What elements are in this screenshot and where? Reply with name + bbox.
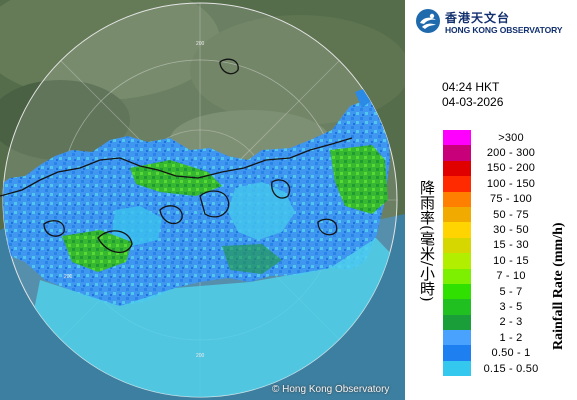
legend-swatch bbox=[443, 345, 471, 361]
logo-name-en: HONG KONG OBSERVATORY bbox=[445, 25, 563, 35]
legend-label: 150 - 200 bbox=[486, 162, 536, 175]
legend-row: 150 - 200 bbox=[443, 160, 551, 177]
legend-label: 100 - 150 bbox=[486, 177, 536, 190]
legend-label: 0.15 - 0.50 bbox=[483, 362, 539, 375]
legend-swatch bbox=[443, 330, 471, 346]
legend-swatch bbox=[443, 360, 471, 377]
legend-label: 75 - 100 bbox=[490, 193, 532, 206]
radar-map[interactable]: 200 200 200 bbox=[0, 0, 405, 400]
legend-label: 5 - 7 bbox=[499, 285, 523, 298]
hko-logo: 香港天文台 HONG KONG OBSERVATORY bbox=[415, 8, 575, 38]
legend-label: 30 - 50 bbox=[493, 224, 529, 237]
legend-row: >300 bbox=[443, 130, 551, 146]
legend-swatch bbox=[443, 314, 471, 331]
legend-row: 1 - 2 bbox=[443, 330, 551, 346]
legend-label: 0.50 - 1 bbox=[491, 347, 531, 360]
logo-name-zh: 香港天文台 bbox=[445, 11, 511, 25]
rainfall-legend: >300 200 - 300 150 - 200 100 - 150 75 - 100 5… bbox=[443, 130, 551, 377]
legend-swatch bbox=[443, 237, 471, 254]
legend-swatch bbox=[443, 222, 471, 238]
legend-row: 200 - 300 bbox=[443, 145, 551, 161]
light-rain bbox=[30, 238, 397, 397]
hko-emblem-icon bbox=[416, 9, 440, 33]
legend-title-en: Rainfall Rate (mm/h) bbox=[551, 222, 566, 350]
legend-swatch bbox=[443, 253, 471, 269]
legend-row: 10 - 15 bbox=[443, 253, 551, 269]
legend-label: 10 - 15 bbox=[493, 254, 529, 267]
range-label-west: 200 bbox=[64, 274, 73, 280]
legend-label: 7 - 10 bbox=[496, 270, 526, 283]
legend-label: 3 - 5 bbox=[499, 300, 523, 313]
rain-echoes bbox=[3, 88, 390, 306]
legend-label: 1 - 2 bbox=[499, 331, 523, 344]
legend-swatch bbox=[443, 145, 471, 161]
radar-date: 04-03-2026 bbox=[442, 95, 504, 109]
legend-swatch bbox=[443, 130, 471, 146]
legend-panel: 香港天文台 HONG KONG OBSERVATORY 04:24 HKT 04… bbox=[405, 0, 577, 400]
legend-swatch bbox=[443, 268, 471, 284]
legend-row: 2 - 3 bbox=[443, 314, 551, 331]
legend-row: 7 - 10 bbox=[443, 268, 551, 284]
legend-label: >300 bbox=[498, 131, 524, 144]
legend-row: 0.15 - 0.50 bbox=[443, 360, 551, 377]
legend-swatch bbox=[443, 299, 471, 315]
radar-time: 04:24 HKT bbox=[442, 80, 500, 94]
legend-row: 75 - 100 bbox=[443, 191, 551, 207]
legend-swatch bbox=[443, 283, 471, 300]
range-label-north: 200 bbox=[196, 41, 205, 47]
map-copyright: © Hong Kong Observatory bbox=[272, 384, 390, 395]
range-labels: 200 200 200 bbox=[64, 41, 205, 359]
legend-row: 0.50 - 1 bbox=[443, 345, 551, 361]
legend-row: 15 - 30 bbox=[443, 237, 551, 254]
legend-label: 50 - 75 bbox=[493, 208, 529, 221]
legend-swatch bbox=[443, 160, 471, 177]
legend-row: 30 - 50 bbox=[443, 222, 551, 238]
coastlines bbox=[0, 58, 353, 253]
legend-label: 15 - 30 bbox=[493, 239, 529, 252]
legend-row: 50 - 75 bbox=[443, 206, 551, 223]
legend-row: 5 - 7 bbox=[443, 283, 551, 300]
legend-swatch bbox=[443, 206, 471, 223]
legend-row: 3 - 5 bbox=[443, 299, 551, 315]
range-label-south: 200 bbox=[196, 353, 205, 359]
legend-label: 2 - 3 bbox=[499, 316, 523, 329]
legend-label: 200 - 300 bbox=[486, 147, 536, 160]
legend-swatch bbox=[443, 191, 471, 207]
legend-swatch bbox=[443, 176, 471, 192]
legend-title-zh: 降雨率(毫米/小時) bbox=[418, 180, 436, 302]
legend-row: 100 - 150 bbox=[443, 176, 551, 192]
